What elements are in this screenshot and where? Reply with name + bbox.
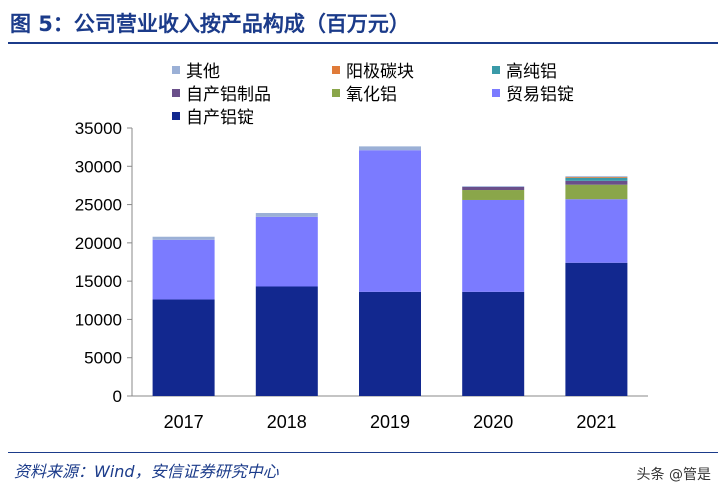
bar-segment-贸易铝锭 — [462, 199, 525, 292]
stacked-bar-chart: 0 5000 10000 15000 20000 25000 30000 35000 2017 2… — [75, 62, 648, 432]
source-divider — [8, 452, 718, 453]
y-tick-label: 10000 — [75, 310, 122, 329]
legend-swatch — [172, 89, 180, 97]
bar-segment-其他 — [565, 176, 628, 178]
x-tick-label: 2019 — [370, 412, 410, 432]
legend-label: 氧化铝 — [346, 85, 397, 105]
bar-segment-贸易铝锭 — [565, 199, 628, 263]
bar-segment-氧化铝 — [565, 184, 628, 200]
bar-segment-高纯铝 — [565, 177, 628, 181]
bar-segment-其他 — [359, 146, 421, 151]
source-note: 资料来源：Wind，安信证券研究中心 — [14, 462, 279, 481]
y-tick-label: 25000 — [75, 196, 122, 215]
legend-swatch — [172, 66, 180, 74]
bar-segment-其他 — [255, 212, 318, 217]
chart-title: 图 5：公司营业收入按产品构成（百万元） — [10, 12, 410, 36]
bar-segment-自产铝锭 — [152, 299, 215, 396]
legend-label: 自产铝制品 — [186, 85, 271, 105]
legend-swatch — [492, 89, 500, 97]
x-tick-label: 2017 — [164, 412, 204, 432]
bar-segment-阳极碳块 — [565, 177, 628, 178]
y-tick-label: 30000 — [75, 157, 122, 176]
y-tick-label: 5000 — [84, 349, 122, 368]
bar-segment-贸易铝锭 — [152, 239, 215, 300]
title-divider — [8, 42, 718, 44]
bar-segment-自产铝制品 — [565, 180, 628, 185]
bar-segment-自产铝锭 — [462, 291, 525, 396]
legend-swatch — [492, 66, 500, 74]
legend-label: 自产铝锭 — [186, 108, 254, 128]
legend-label: 贸易铝锭 — [506, 85, 574, 105]
legend-swatch — [332, 89, 340, 97]
legend-swatch — [172, 112, 180, 120]
bar-segment-自产铝制品 — [462, 186, 525, 191]
y-tick-label: 15000 — [75, 272, 122, 291]
legend-label: 其他 — [186, 62, 220, 82]
x-tick-label: 2021 — [576, 412, 616, 432]
bar-segment-氧化铝 — [462, 190, 525, 200]
x-tick-label: 2020 — [473, 412, 513, 432]
watermark: 头条 @管是 — [636, 467, 711, 483]
x-tick-label: 2018 — [267, 412, 307, 432]
bar-segment-自产铝锭 — [565, 262, 628, 396]
legend-swatch — [332, 66, 340, 74]
bar-segment-贸易铝锭 — [359, 150, 421, 292]
y-tick-label: 20000 — [75, 234, 122, 253]
bar-segment-其他 — [152, 236, 215, 240]
bar-segment-自产铝锭 — [359, 291, 421, 396]
bar-segment-自产铝锭 — [255, 286, 318, 396]
bar-segment-其他 — [462, 186, 525, 187]
y-tick-label: 35000 — [75, 119, 122, 138]
y-tick-label: 0 — [113, 387, 122, 406]
legend-label: 高纯铝 — [506, 62, 557, 82]
bar-segment-贸易铝锭 — [255, 216, 318, 287]
legend-label: 阳极碳块 — [346, 62, 414, 82]
